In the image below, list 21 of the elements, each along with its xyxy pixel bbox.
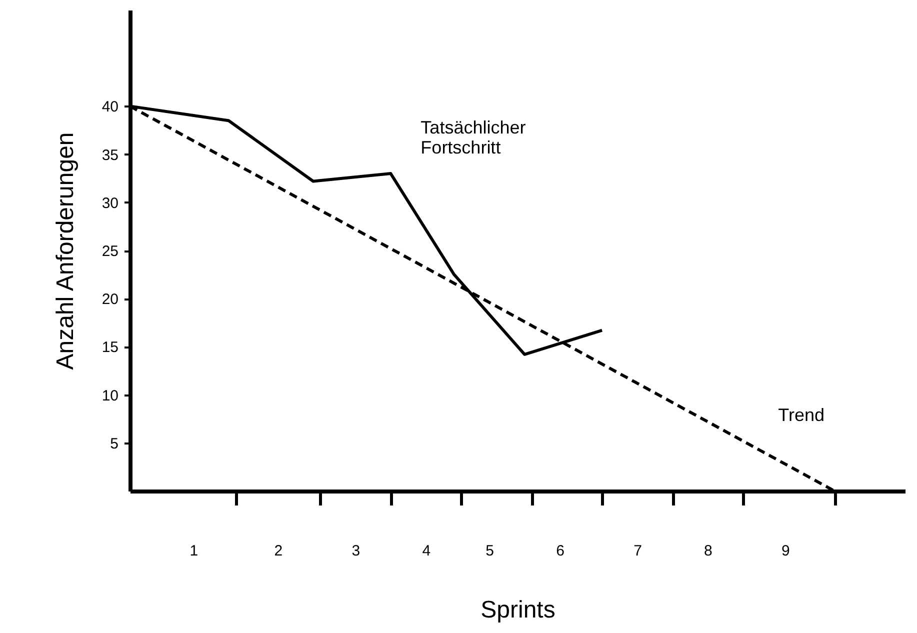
y-axis-title: Anzahl Anforderungen	[52, 132, 79, 370]
y-tick-label: 25	[102, 243, 118, 260]
y-tick-label: 5	[110, 435, 118, 452]
y-tick-label: 15	[102, 339, 118, 356]
x-tick-label: 2	[274, 542, 283, 560]
x-tick-label: 4	[422, 542, 431, 560]
y-tick-label: 30	[102, 194, 118, 212]
series-label: Tatsächlicher Fortschritt	[420, 118, 526, 158]
x-tick-label: 1	[190, 542, 198, 560]
y-tick-label: 40	[102, 98, 118, 116]
x-axis-title: Sprints	[480, 596, 556, 624]
series-label: Trend	[778, 405, 825, 425]
y-tick-label: 35	[102, 146, 118, 164]
x-tick-label: 6	[556, 542, 564, 560]
y-tick-label: 20	[102, 291, 118, 308]
y-tick-label: 10	[102, 387, 118, 404]
x-tick-label: 5	[486, 542, 494, 560]
x-tick-label: 9	[782, 542, 790, 560]
x-tick-label: 8	[704, 542, 712, 560]
x-tick-label: 7	[634, 542, 642, 560]
x-tick-label: 3	[352, 542, 360, 560]
